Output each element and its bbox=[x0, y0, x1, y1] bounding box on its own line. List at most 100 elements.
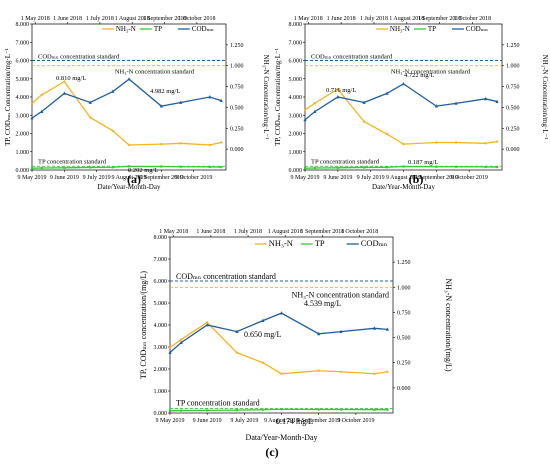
y-right-tick-label: 1.250 bbox=[506, 43, 520, 49]
data-point bbox=[261, 318, 265, 322]
data-point bbox=[205, 323, 209, 327]
y-right-tick-label: 0.750 bbox=[397, 310, 411, 316]
y-left-tick-label: 5.000 bbox=[289, 77, 303, 83]
data-point bbox=[63, 80, 66, 83]
data-point bbox=[159, 104, 163, 108]
x-bottom-tick-label: 9 September 2019 bbox=[297, 418, 341, 424]
data-point bbox=[30, 167, 34, 170]
x-bottom-tick-label: 9 July 2019 bbox=[357, 175, 385, 181]
y-left-axis-title: TP, CODₘₙ Concentration/mg·L⁻¹ bbox=[4, 48, 12, 146]
y-left-tick-label: 1.000 bbox=[154, 389, 168, 395]
data-point bbox=[484, 165, 487, 168]
data-point bbox=[317, 408, 320, 411]
x-top-tick-label: 1 September 2018 bbox=[301, 229, 345, 235]
standard-label: TP concentration standard bbox=[176, 399, 260, 408]
data-point bbox=[280, 408, 283, 411]
y-left-tick-label: 4.000 bbox=[16, 95, 30, 101]
x-bottom-tick-label: 9 October 2019 bbox=[451, 175, 488, 181]
y-right-tick-label: 0.000 bbox=[230, 147, 244, 153]
data-point bbox=[363, 166, 366, 169]
y-left-tick-label: 0.000 bbox=[289, 168, 303, 174]
x-top-tick-label: 1 June 2018 bbox=[327, 16, 356, 22]
data-point bbox=[434, 104, 438, 108]
y-left-tick-label: 2.000 bbox=[154, 367, 168, 373]
panel-label: (c) bbox=[265, 445, 278, 459]
x-top-tick-label: 1 October 2018 bbox=[341, 229, 378, 235]
y-right-tick-label: 0.500 bbox=[230, 105, 244, 111]
data-point bbox=[280, 372, 283, 375]
y-left-tick-label: 3.000 bbox=[289, 113, 303, 119]
data-point bbox=[62, 91, 66, 95]
x-top-tick-label: 1 August 2018 bbox=[268, 229, 303, 235]
y-left-tick-label: 6.000 bbox=[154, 279, 168, 285]
x-top-tick-label: 1 May 2018 bbox=[159, 229, 188, 235]
data-point bbox=[127, 143, 131, 147]
data-point bbox=[385, 91, 389, 95]
data-point bbox=[40, 109, 44, 113]
x-top-tick-label: 1 September 2018 bbox=[418, 16, 462, 22]
data-point bbox=[160, 165, 163, 168]
data-point bbox=[40, 93, 43, 97]
x-top-tick-label: 1 July 2018 bbox=[360, 16, 388, 22]
data-annotation: 0.716 mg/L bbox=[326, 87, 356, 94]
data-point bbox=[168, 409, 172, 412]
data-point bbox=[317, 331, 321, 336]
data-point bbox=[88, 100, 92, 104]
x-axis-title: Date/Year-Month-Day bbox=[372, 183, 435, 191]
data-point bbox=[179, 338, 183, 341]
data-point bbox=[313, 102, 317, 105]
y-right-tick-label: 0.750 bbox=[506, 85, 520, 91]
data-annotation: 4.539 mg/L bbox=[304, 299, 341, 308]
data-point bbox=[279, 311, 284, 315]
data-point bbox=[220, 165, 223, 169]
data-point bbox=[339, 408, 343, 411]
y-left-tick-label: 1.000 bbox=[289, 150, 303, 156]
x-top-tick-label: 1 October 2018 bbox=[454, 16, 491, 22]
data-point bbox=[208, 165, 211, 168]
data-point bbox=[385, 166, 389, 169]
data-point bbox=[208, 143, 212, 147]
data-point bbox=[303, 167, 307, 170]
y-left-tick-label: 7.000 bbox=[154, 257, 168, 263]
x-top-tick-label: 1 July 2018 bbox=[86, 16, 114, 22]
data-point bbox=[219, 98, 223, 103]
y-right-tick-label: 0.250 bbox=[397, 361, 411, 367]
data-point bbox=[261, 361, 265, 364]
x-top-tick-label: 1 June 2018 bbox=[53, 16, 82, 22]
legend-label: TP bbox=[315, 238, 325, 248]
data-point bbox=[235, 329, 239, 333]
legend-label: CODₘₙ bbox=[466, 25, 488, 33]
data-point bbox=[30, 115, 34, 120]
data-annotation: 4.722 mg/L bbox=[404, 72, 434, 79]
y-left-tick-label: 6.000 bbox=[16, 59, 30, 65]
x-bottom-tick-label: 9 September 2019 bbox=[414, 175, 458, 181]
legend-label: TP bbox=[154, 25, 162, 33]
data-point bbox=[89, 116, 92, 119]
x-top-tick-label: 1 June 2018 bbox=[196, 229, 225, 235]
data-point bbox=[454, 141, 458, 144]
y-left-tick-label: 7.000 bbox=[289, 40, 303, 46]
data-point bbox=[303, 108, 307, 112]
data-point bbox=[127, 165, 131, 168]
standard-label: TP concentration standard bbox=[38, 158, 107, 165]
data-point bbox=[179, 340, 183, 344]
series-line bbox=[169, 321, 388, 375]
x-bottom-tick-label: 9 June 2019 bbox=[323, 175, 352, 181]
x-top-tick-label: 1 July 2018 bbox=[234, 229, 262, 235]
data-point bbox=[313, 109, 317, 113]
data-annotation: 0.202 mg/L bbox=[128, 167, 158, 174]
standard-label: NH₃-N concentration standard bbox=[391, 69, 471, 76]
data-point bbox=[168, 346, 172, 349]
data-point bbox=[160, 142, 163, 146]
data-point bbox=[385, 327, 390, 331]
chart-panel-1: 0.000 1.000 2.000 3.000 4.000 5.000 6.000 7.000… bbox=[4, 16, 270, 191]
series-line bbox=[304, 83, 498, 121]
series-line bbox=[304, 165, 498, 169]
series-line bbox=[169, 312, 388, 353]
data-point bbox=[63, 166, 66, 169]
standard-label: CODₘₙ concentration standard bbox=[311, 54, 393, 61]
x-top-tick-label: 1 May 2018 bbox=[21, 16, 50, 22]
data-point bbox=[40, 166, 43, 170]
data-point bbox=[30, 102, 34, 105]
x-bottom-tick-label: 9 July 2019 bbox=[83, 175, 111, 181]
